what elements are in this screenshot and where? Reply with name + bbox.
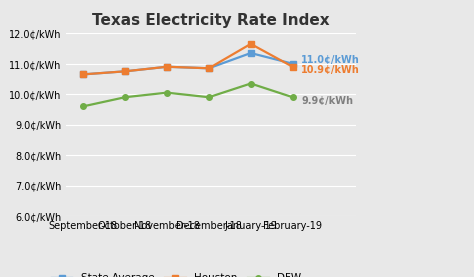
State Average <box>164 65 170 68</box>
State Average <box>290 62 295 65</box>
Houston <box>80 73 86 76</box>
Text: 9.9¢/kWh: 9.9¢/kWh <box>301 96 353 106</box>
State Average <box>80 73 86 76</box>
DFW <box>290 96 295 99</box>
Title: Texas Electricity Rate Index: Texas Electricity Rate Index <box>92 13 330 28</box>
DFW <box>248 82 254 85</box>
Houston <box>206 67 212 70</box>
Legend: State Average, Houston, DFW: State Average, Houston, DFW <box>47 269 305 277</box>
Houston <box>248 42 254 45</box>
Line: State Average: State Average <box>81 50 295 77</box>
State Average <box>206 67 212 70</box>
DFW <box>206 96 212 99</box>
Houston <box>164 65 170 68</box>
DFW <box>164 91 170 94</box>
DFW <box>80 105 86 108</box>
Houston <box>290 65 295 68</box>
State Average <box>248 52 254 55</box>
Line: Houston: Houston <box>81 41 295 77</box>
Text: 10.9¢/kWh: 10.9¢/kWh <box>301 65 360 75</box>
Houston <box>122 70 128 73</box>
Line: DFW: DFW <box>81 81 295 109</box>
DFW <box>122 96 128 99</box>
Text: 11.0¢/kWh: 11.0¢/kWh <box>301 55 360 65</box>
State Average <box>122 70 128 73</box>
